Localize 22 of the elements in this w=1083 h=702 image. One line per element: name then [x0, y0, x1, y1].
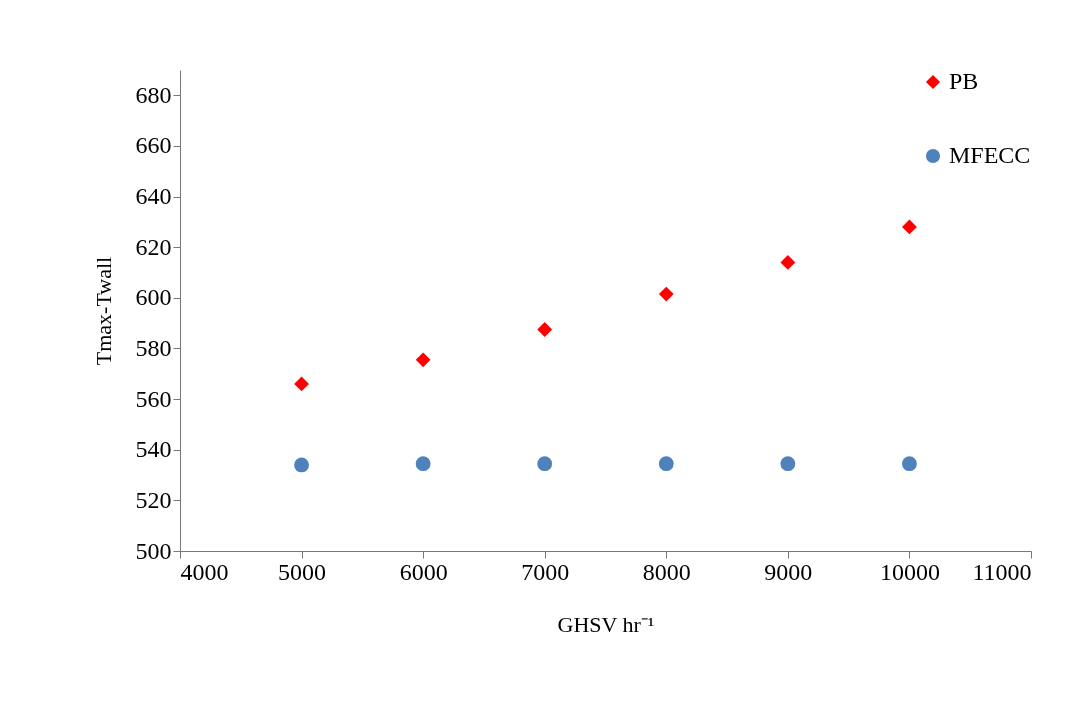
x-axis-title: GHSV hr⁻¹ [557, 611, 655, 637]
x-tick-label: 6000 [399, 558, 448, 585]
y-tick-label: 560 [135, 385, 172, 412]
y-tick-label: 540 [135, 436, 172, 463]
y-tick-label: 640 [135, 183, 172, 210]
y-tick-label: 660 [135, 132, 172, 159]
y-tick-label: 580 [135, 334, 172, 361]
x-tick-label: 10000 [879, 558, 940, 585]
legend-label: PB [949, 68, 979, 94]
y-tick-label: 620 [135, 233, 172, 260]
y-axis-title: Tmax-Twall [90, 256, 116, 366]
x-tick-label: 5000 [278, 558, 327, 585]
x-tick-label: 7000 [521, 558, 570, 585]
legend-label: MFECC [949, 142, 1031, 168]
x-tick-label: 11000 [972, 558, 1032, 585]
y-tick-label: 500 [135, 537, 172, 564]
x-tick-label: 8000 [642, 558, 691, 585]
x-tick-label: 9000 [764, 558, 813, 585]
y-tick-label: 600 [135, 284, 172, 311]
y-tick-label: 520 [135, 486, 172, 513]
y-tick-label: 680 [135, 81, 172, 108]
x-tick-label: 4000 [180, 558, 229, 585]
